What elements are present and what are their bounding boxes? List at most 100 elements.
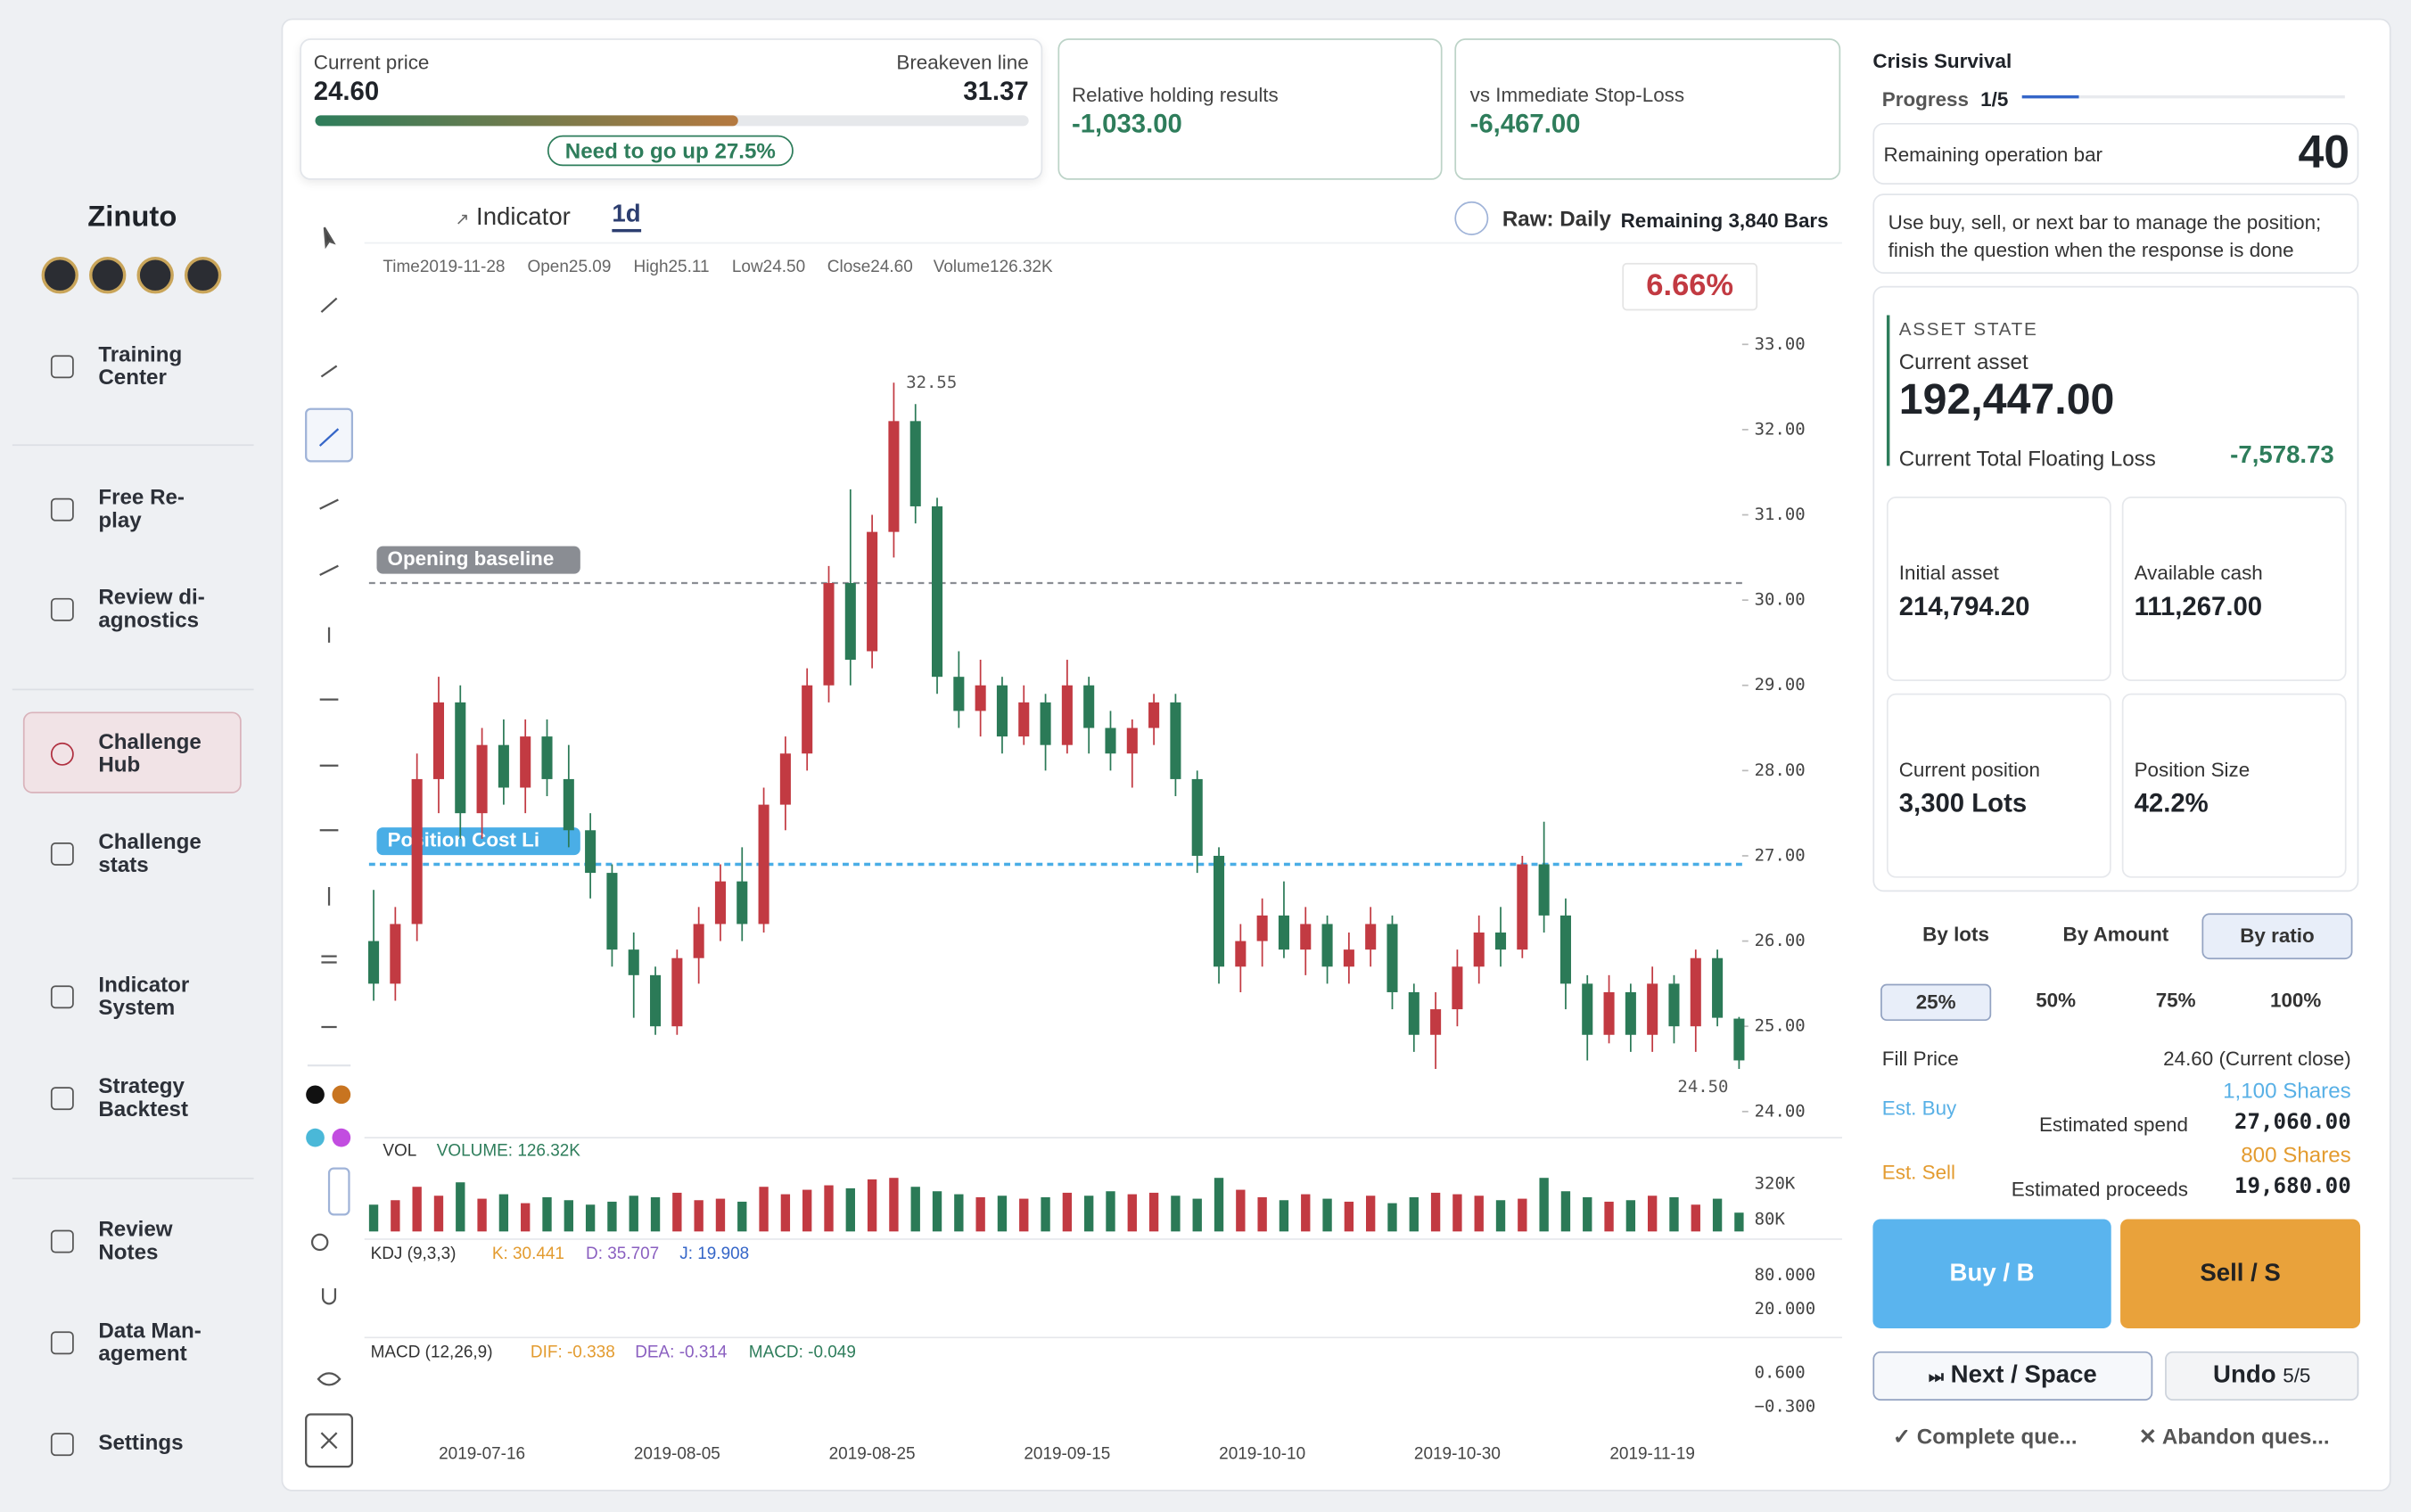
price-card xyxy=(300,38,1043,180)
nav-icon xyxy=(50,1229,74,1253)
volume-bar xyxy=(715,1198,726,1232)
candle-body xyxy=(714,881,727,924)
candle-body xyxy=(1387,924,1398,992)
candle-body xyxy=(1733,1018,1745,1061)
price-annotation: 32.55 xyxy=(906,373,957,392)
next-button[interactable]: ⏭ Next / Space xyxy=(1872,1351,2153,1401)
value: 24.60 xyxy=(313,77,380,106)
volume-bar xyxy=(1127,1194,1137,1232)
sell-button[interactable]: Sell / S xyxy=(2120,1219,2361,1328)
volume-bar xyxy=(1279,1200,1289,1232)
y-tick-label: 31.00 xyxy=(1755,505,1806,524)
ratio-option[interactable]: 25% xyxy=(1880,983,1992,1022)
nav-item[interactable]: Training Center xyxy=(98,341,183,390)
x-tick-label: 2019-10-10 xyxy=(1219,1444,1305,1463)
candle-body xyxy=(693,924,704,958)
nav-item[interactable]: Challenge Hub xyxy=(98,728,202,777)
y-tick-label: 320K xyxy=(1755,1173,1796,1193)
progress-fill xyxy=(2021,94,2079,99)
mode-tab[interactable]: By lots xyxy=(1922,922,1989,946)
volume-bar xyxy=(997,1196,1008,1232)
indicator-label: Indicator xyxy=(476,204,571,231)
volume-bar xyxy=(1301,1194,1311,1232)
indicator-label: DIF: -0.338 xyxy=(531,1344,615,1362)
y-tick-label: 33.00 xyxy=(1755,334,1806,354)
candle-body xyxy=(585,830,597,874)
candle-body xyxy=(779,753,791,805)
remaining-bars: Remaining 3,840 Bars xyxy=(1620,209,1829,233)
nav-item[interactable]: Settings xyxy=(98,1429,184,1455)
candle-body xyxy=(1191,778,1203,856)
progress-fill xyxy=(315,115,738,127)
indicator-label: D: 35.707 xyxy=(586,1245,659,1263)
volume-bar xyxy=(1192,1198,1202,1232)
candle-body xyxy=(541,736,553,779)
nav-item[interactable]: Strategy Backtest xyxy=(98,1072,189,1122)
volume-bar xyxy=(1647,1196,1658,1232)
volume-bar xyxy=(1084,1196,1094,1232)
stat-card xyxy=(2121,693,2347,878)
ratio-option[interactable]: 100% xyxy=(2269,988,2322,1012)
candle-body xyxy=(390,924,401,984)
mode-tab[interactable]: By Amount xyxy=(2062,922,2169,946)
mode-icon[interactable] xyxy=(1454,201,1489,235)
volume-bar xyxy=(1474,1196,1484,1232)
ohlc-text: Time2019-11-28 xyxy=(383,258,506,277)
volume-bar xyxy=(456,1182,465,1232)
candle-body xyxy=(650,974,662,1027)
candle-body xyxy=(1647,983,1658,1035)
ratio-option[interactable]: 50% xyxy=(2036,988,2077,1012)
candle-body xyxy=(563,778,574,831)
volume-bar xyxy=(1452,1194,1462,1232)
progress-note: Need to go up 27.5% xyxy=(547,135,794,167)
x-tick-label: 2019-11-19 xyxy=(1609,1444,1695,1463)
nav-item[interactable]: Review di- agnostics xyxy=(98,584,205,632)
x-tick-label: 2019-07-16 xyxy=(439,1444,525,1463)
current-asset: 192,447.00 xyxy=(1898,374,2115,423)
undo-button[interactable]: Undo 5/5 xyxy=(2165,1351,2359,1401)
ohlc-text: Low24.50 xyxy=(731,258,806,277)
instruction-box xyxy=(1872,193,2359,274)
abandon-button[interactable]: ✕ Abandon ques... xyxy=(2138,1423,2330,1449)
y-tick-label: 30.00 xyxy=(1755,590,1806,610)
ohlc-text: Volume126.32K xyxy=(933,258,1053,277)
nav-item[interactable]: Free Re- play xyxy=(98,484,185,532)
volume-bar xyxy=(607,1201,617,1232)
volume-bar xyxy=(1257,1196,1267,1232)
y-tick-label: 80K xyxy=(1755,1209,1786,1228)
label: Estimated proceeds xyxy=(2011,1177,2188,1201)
y-tick-label: 25.00 xyxy=(1755,1016,1806,1036)
mode-tab[interactable]: By ratio xyxy=(2201,913,2353,960)
stat-value: 111,267.00 xyxy=(2134,591,2263,621)
volume-bar xyxy=(824,1185,834,1232)
nav-icon xyxy=(50,1433,74,1457)
ohlc-text: Close24.60 xyxy=(827,258,913,277)
candle-body xyxy=(953,677,965,711)
y-tick-label: 26.00 xyxy=(1755,931,1806,950)
nav-item[interactable]: Data Man- agement xyxy=(98,1317,202,1366)
volume-bar xyxy=(368,1204,379,1232)
nav-icon xyxy=(50,985,74,1009)
volume-bar xyxy=(975,1196,985,1232)
buy-button[interactable]: Buy / B xyxy=(1872,1219,2111,1328)
nav-item[interactable]: Indicator System xyxy=(98,971,190,1020)
period[interactable]: 1d xyxy=(612,201,641,233)
volume-bar xyxy=(932,1191,942,1232)
ratio-option[interactable]: 75% xyxy=(2155,988,2196,1012)
volume-bar xyxy=(910,1187,920,1232)
complete-button[interactable]: ✓ Complete que... xyxy=(1892,1423,2078,1449)
undo-label: Undo xyxy=(2213,1361,2276,1389)
nav-item[interactable]: Challenge stats xyxy=(98,828,202,876)
volume-bar xyxy=(542,1196,552,1232)
volume-bar xyxy=(694,1200,704,1232)
x-tick-label: 2019-08-25 xyxy=(829,1444,916,1463)
stat-card xyxy=(1886,693,2111,878)
nav-item[interactable]: Review Notes xyxy=(98,1216,173,1264)
volume-bar xyxy=(1344,1201,1354,1232)
candle-body xyxy=(1061,685,1073,745)
candle-body xyxy=(1278,915,1289,950)
next-label: Next / Space xyxy=(1950,1361,2097,1389)
remaining-value: 40 xyxy=(2298,127,2350,179)
candle-body xyxy=(1625,991,1636,1035)
indicator-button[interactable]: ↗ Indicator xyxy=(455,204,571,231)
